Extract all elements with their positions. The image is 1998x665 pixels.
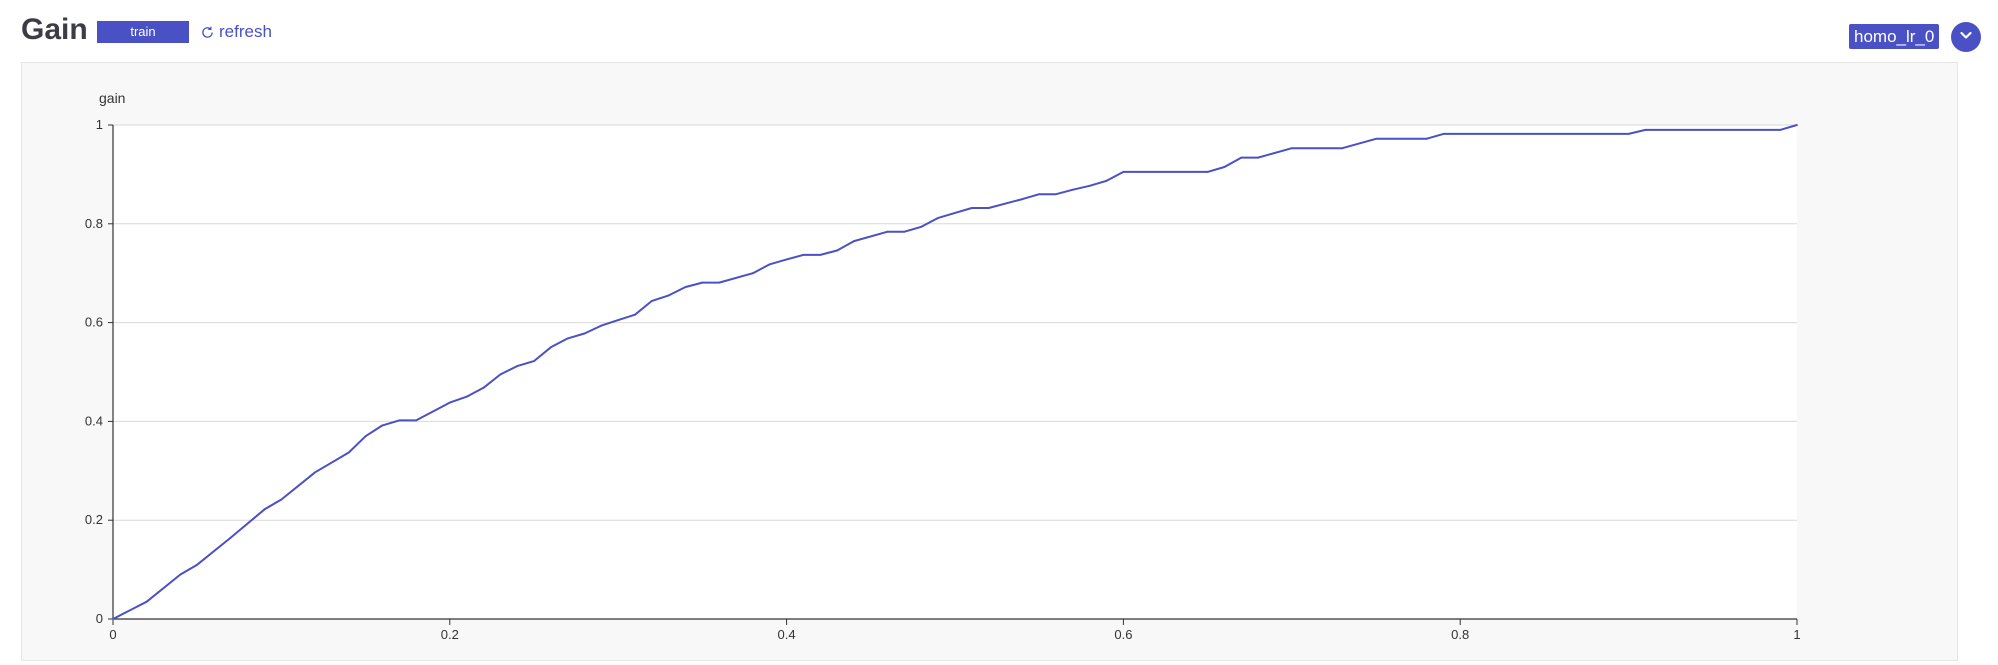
page-title: Gain [21,13,88,46]
y-tick-label: 0.2 [85,512,103,527]
x-tick-label: 1 [1793,627,1800,642]
gain-data-point [1290,147,1293,150]
gain-data-point [1038,193,1041,196]
gain-data-point [583,332,586,335]
gain-data-point [886,230,889,233]
gain-data-point [634,313,636,316]
gain-data-point [1644,129,1647,131]
gain-data-point [617,319,620,322]
y-axis-label: gain [99,90,125,106]
x-tick-label: 0 [109,627,116,642]
gain-data-point [533,360,535,363]
gain-data-point [196,563,199,566]
gain-data-point [987,207,990,209]
gain-data-point [229,536,232,539]
gain-series-line [112,124,1798,620]
gain-data-point [903,230,906,233]
gain-data-point [802,254,805,256]
gain-data-point [112,618,114,620]
gain-data-point [179,573,182,576]
y-tick-label: 0.6 [85,315,103,330]
y-tick-label: 0 [96,611,103,626]
y-tick-label: 1 [96,117,103,132]
gain-data-point [263,508,266,511]
gain-data-point [954,212,956,214]
gain-data-point [684,286,687,288]
gain-data-point [600,324,603,327]
y-tick-label: 0.4 [85,413,103,428]
gain-data-point [667,294,670,297]
gain-data-point [752,272,754,275]
x-tick-label: 0.6 [1114,627,1132,642]
gain-data-point [549,346,552,349]
gain-data-point [718,281,721,284]
y-tick-label: 0.8 [85,216,103,231]
x-tick-label: 0.4 [778,627,796,642]
gain-data-point [381,424,384,427]
gain-data-point [937,216,940,219]
gain-data-point [398,419,401,422]
gain-data-point [970,207,973,209]
gain-data-point [1341,147,1344,150]
gain-data-point [1240,156,1243,159]
gain-data-point [415,419,418,422]
chart-panel: 0 0.2 0.4 0.6 0.8 1 0 0.2 0.4 0.6 0.8 1 gain [21,62,1958,661]
gain-data-point [1257,156,1260,159]
refresh-button[interactable]: refresh [201,20,272,44]
gain-data-point [314,471,316,474]
gain-data-point [650,299,653,302]
x-tick-label: 0.2 [441,627,459,642]
gain-data-point [1055,193,1057,196]
refresh-label: refresh [219,22,272,41]
gain-data-point [701,281,704,284]
gain-data-point [1627,132,1630,135]
component-dropdown-button[interactable] [1951,22,1981,52]
gain-data-point [853,240,855,242]
gain-data-point [566,337,569,340]
gain-data-point [1206,171,1209,173]
gain-data-point [836,249,839,252]
gain-data-point [1122,171,1125,173]
refresh-icon [201,26,214,39]
gain-data-point [364,435,367,438]
gain-data-point [499,373,502,376]
gain-data-point [785,258,788,261]
chevron-down-icon [1958,27,1974,48]
gain-data-point [1223,166,1226,168]
gain-data-point [1375,137,1377,140]
x-tick-label: 0.8 [1451,627,1469,642]
gain-data-point [1071,188,1074,191]
gain-data-point [1425,137,1428,140]
gain-data-point [448,401,451,404]
gain-data-point [1021,198,1024,201]
gain-data-point [482,386,485,389]
gain-data-point [768,263,771,266]
component-name-badge[interactable]: homo_lr_0 [1849,24,1940,49]
gain-data-point [516,365,519,367]
gain-data-point [819,254,822,256]
gain-data-point [347,451,350,454]
gain-data-point [465,395,468,398]
gain-data-point [920,225,923,228]
header: Gain train refresh homo_lr_0 [0,0,1998,62]
train-tag-button[interactable]: train [97,21,189,43]
gain-data-point [1088,184,1091,187]
gain-data-point [280,498,283,501]
gain-chart: 0 0.2 0.4 0.6 0.8 1 0 0.2 0.4 0.6 0.8 1 gain [85,90,1801,642]
gain-data-point [1779,129,1782,131]
gain-data-point [145,600,148,603]
gain-data-point [1796,124,1798,126]
plot-area [113,125,1797,619]
gain-data-point [1442,132,1445,135]
gain-data-point [1105,179,1108,182]
